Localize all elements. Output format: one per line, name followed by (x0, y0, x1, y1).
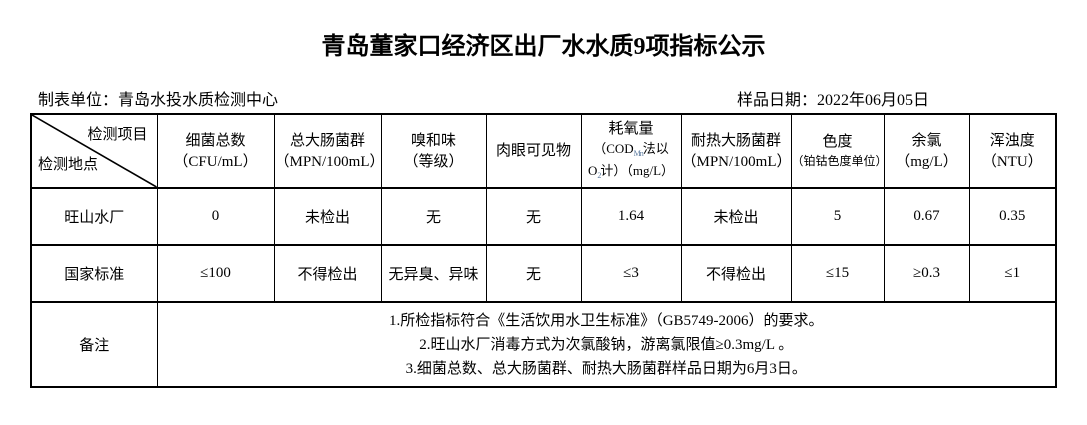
table-row-notes: 备注 1.所检指标符合《生活饮用水卫生标准》（GB5749-2006）的要求。 … (30, 301, 1057, 388)
table-cell: 无 (380, 187, 487, 246)
o2-subscript: 2 (597, 170, 601, 180)
notes-label: 备注 (30, 301, 158, 388)
table-cell: 1.64 (580, 187, 682, 246)
table-cell: 0 (156, 187, 275, 246)
note-line-3: 3.细菌总数、总大肠菌群、耐热大肠菌群样品日期为6月3日。 (405, 360, 807, 377)
sample-date-label: 样品日期：2022年06月05日 (737, 92, 930, 109)
note-line-1: 1.所检指标符合《生活饮用水卫生标准》（GB5749-2006）的要求。 (388, 312, 824, 329)
table-cell: ≤100 (156, 244, 275, 303)
table-cell: ≤15 (790, 244, 885, 303)
table-cell: 无 (485, 187, 582, 246)
table-cell: ≤1 (968, 244, 1057, 303)
col-header-odor-taste: 嗅和味 （等级） (380, 113, 487, 189)
table-cell: 无异臭、异味 (380, 244, 487, 303)
col-header-oxygen-consumption: 耗氧量 （CODMn法以 O2计）（mg/L） (580, 113, 682, 189)
maker-unit-label: 制表单位：青岛水投水质检测中心 (38, 92, 279, 109)
table-row-national-standard: 国家标准 ≤100 不得检出 无异臭、异味 无 ≤3 不得检出 ≤15 ≥0.3… (30, 244, 1057, 303)
water-quality-table: 检测项目 检测地点 细菌总数 （CFU/mL） 总大肠菌群 （MPN/100mL… (30, 113, 1057, 388)
table-cell: 0.35 (968, 187, 1057, 246)
diagonal-divider-line (32, 115, 157, 187)
col-header-total-coliform: 总大肠菌群 （MPN/100mL） (273, 113, 382, 189)
row-label-wangshan: 旺山水厂 (30, 187, 158, 246)
corner-header-cell: 检测项目 检测地点 (30, 113, 158, 189)
table-cell: 不得检出 (680, 244, 792, 303)
cod-mn-subscript: Mn (633, 148, 644, 158)
table-cell: 0.67 (883, 187, 970, 246)
corner-site-label: 检测地点 (38, 157, 99, 173)
table-row-wangshan-plant: 旺山水厂 0 未检出 无 无 1.64 未检出 5 0.67 0.35 (30, 187, 1057, 246)
col-header-residual-chlorine: 余氯 （mg/L） (883, 113, 970, 189)
table-cell: 5 (790, 187, 885, 246)
table-cell: 无 (485, 244, 582, 303)
col-header-heat-resistant-coliform: 耐热大肠菌群 （MPN/100mL） (680, 113, 792, 189)
col-header-turbidity: 浑浊度 （NTU） (968, 113, 1057, 189)
col-header-chroma: 色度 （铂钴色度单位） (790, 113, 885, 189)
table-cell: 不得检出 (273, 244, 382, 303)
col-header-bacteria-total: 细菌总数 （CFU/mL） (156, 113, 275, 189)
table-cell: ≤3 (580, 244, 682, 303)
table-cell: ≥0.3 (883, 244, 970, 303)
note-line-2: 2.旺山水厂消毒方式为次氯酸钠，游离氯限值≥0.3mg/L 。 (419, 336, 794, 353)
notes-content: 1.所检指标符合《生活饮用水卫生标准》（GB5749-2006）的要求。 2.旺… (156, 301, 1057, 388)
table-cell: 未检出 (680, 187, 792, 246)
corner-item-label: 检测项目 (87, 127, 148, 143)
page-title: 青岛董家口经济区出厂水水质9项指标公示 (321, 34, 766, 60)
table-cell: 未检出 (273, 187, 382, 246)
row-label-national-standard: 国家标准 (30, 244, 158, 303)
col-header-visible-matter: 肉眼可见物 (485, 113, 582, 189)
